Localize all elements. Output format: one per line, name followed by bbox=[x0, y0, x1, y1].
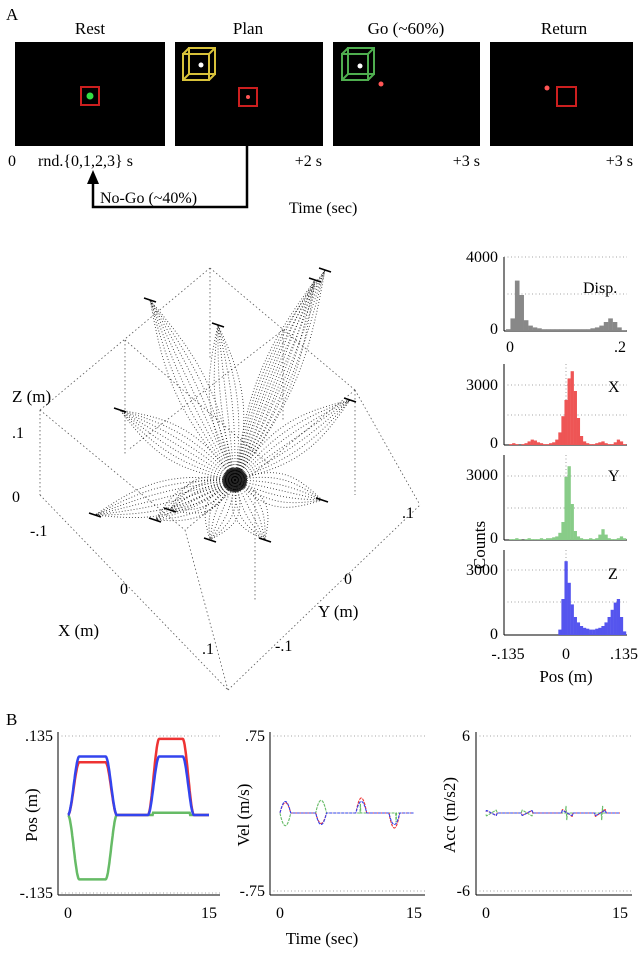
histogram-z: 3000 0 Z -.135 0 .135 bbox=[466, 550, 638, 663]
stage-title-return: Return bbox=[541, 19, 588, 38]
timeline-start: 0 bbox=[8, 153, 16, 170]
pos-xtick-pos: .135 bbox=[610, 646, 638, 663]
y-hist-ymin: 0 bbox=[490, 530, 498, 547]
y-tick-zero: 0 bbox=[344, 571, 352, 588]
timeline-axis-label: Time (sec) bbox=[289, 200, 357, 217]
nogo-arrow bbox=[91, 146, 249, 209]
disp-xtick-2: .2 bbox=[614, 339, 626, 356]
panel-a-label: A bbox=[6, 5, 19, 24]
histogram-x: 3000 0 X bbox=[466, 364, 627, 452]
return-center-box bbox=[556, 86, 577, 107]
green-cube-target bbox=[341, 47, 375, 81]
cube-white-dot bbox=[198, 62, 204, 68]
acc-plot: 6 -6 0 15 Acc (m/s2) bbox=[440, 728, 632, 922]
go-white-dot bbox=[357, 63, 363, 69]
x-axis-label: X (m) bbox=[58, 621, 99, 640]
z-hist-ymin: 0 bbox=[490, 626, 498, 643]
pos-xtick-zero: 0 bbox=[562, 646, 570, 663]
screen-go bbox=[333, 42, 480, 146]
panel-b-xlabel: Time (sec) bbox=[286, 929, 359, 948]
stage-title-rest: Rest bbox=[75, 19, 106, 38]
z-hist-title: Z bbox=[608, 566, 618, 583]
timeline-return-time: +3 s bbox=[606, 153, 633, 170]
z-axis-label: Z (m) bbox=[12, 387, 51, 406]
acc-ytop: 6 bbox=[462, 728, 470, 745]
disp-ymin: 0 bbox=[490, 321, 498, 338]
histogram-xlabel: Pos (m) bbox=[539, 667, 592, 686]
vel-x0: 0 bbox=[276, 905, 284, 922]
stage-title-go: Go (~60%) bbox=[368, 19, 445, 38]
histogram-y: 3000 0 Y bbox=[466, 455, 627, 547]
pos-ybottom: -.135 bbox=[20, 885, 53, 902]
trajectory-cloud bbox=[88, 267, 357, 543]
z-tick-mid: 0 bbox=[12, 489, 20, 506]
screen-return bbox=[490, 42, 633, 146]
x-hist-ymin: 0 bbox=[490, 435, 498, 452]
y-tick-neg: -.1 bbox=[275, 638, 292, 655]
pos-x15: 15 bbox=[201, 905, 217, 922]
cursor-dot-green bbox=[86, 92, 94, 100]
panel-b-label: B bbox=[6, 710, 17, 729]
nogo-arrow-head bbox=[87, 170, 99, 184]
vel-x15: 15 bbox=[406, 905, 422, 922]
vel-ybottom: -.75 bbox=[240, 883, 265, 900]
x-hist-ytick: 3000 bbox=[466, 377, 498, 394]
y-hist-title: Y bbox=[608, 468, 620, 485]
3d-box-grid bbox=[39, 267, 421, 691]
pos-ylabel: Pos (m) bbox=[22, 788, 41, 841]
histogram-ylabel: Counts bbox=[470, 521, 489, 569]
center-target-box bbox=[80, 86, 100, 106]
y-axis-label: Y (m) bbox=[318, 602, 358, 621]
plan-cursor-red bbox=[246, 95, 250, 99]
vel-plot: .75 -.75 0 15 Vel (m/s) bbox=[234, 728, 425, 922]
x-hist-title: X bbox=[608, 379, 620, 396]
timeline-plan-time: +2 s bbox=[295, 153, 322, 170]
stage-title-plan: Plan bbox=[233, 19, 264, 38]
return-cursor-red bbox=[544, 85, 550, 91]
acc-x15: 15 bbox=[612, 905, 628, 922]
z-hist-ytick: 3000 bbox=[466, 562, 498, 579]
screen-plan bbox=[175, 42, 323, 146]
acc-x0: 0 bbox=[482, 905, 490, 922]
pos-ytop: .135 bbox=[25, 728, 53, 745]
histogram-disp: 4000 0 Disp. 0 .2 bbox=[466, 249, 627, 356]
y-hist-ytick: 3000 bbox=[466, 467, 498, 484]
acc-ylabel: Acc (m/s2) bbox=[440, 777, 459, 853]
pos-x0: 0 bbox=[64, 905, 72, 922]
histogram-column: 4000 0 Disp. 0 .2 3000 0 X 3000 bbox=[466, 249, 638, 686]
disp-xtick-0: 0 bbox=[506, 339, 514, 356]
timeline-random: rnd.{0,1,2,3} s bbox=[38, 153, 133, 170]
plan-center-box bbox=[238, 87, 258, 107]
z-tick-top: .1 bbox=[12, 425, 24, 442]
x-tick-zero: 0 bbox=[120, 581, 128, 598]
y-tick-pos: .1 bbox=[402, 505, 414, 522]
pos-plot: .135 -.135 0 15 Pos (m) bbox=[20, 728, 220, 922]
vel-ytop: .75 bbox=[245, 728, 265, 745]
nogo-label: No-Go (~40%) bbox=[100, 190, 197, 207]
pos-xtick-neg: -.135 bbox=[491, 646, 524, 663]
x-tick-neg: -.1 bbox=[30, 523, 47, 540]
x-tick-pos: .1 bbox=[202, 641, 214, 658]
vel-ylabel: Vel (m/s) bbox=[234, 784, 253, 847]
timeline-go-time: +3 s bbox=[453, 153, 480, 170]
trajectory-3d-plot: Z (m) .1 0 -.1 0 .1 X (m) Y (m) .1 0 -.1 bbox=[12, 267, 421, 691]
disp-title: Disp. bbox=[583, 280, 617, 297]
yellow-cube-target bbox=[182, 47, 216, 81]
acc-ybottom: -6 bbox=[457, 883, 470, 900]
disp-ytick: 4000 bbox=[466, 249, 498, 266]
go-cursor-red bbox=[378, 81, 384, 87]
